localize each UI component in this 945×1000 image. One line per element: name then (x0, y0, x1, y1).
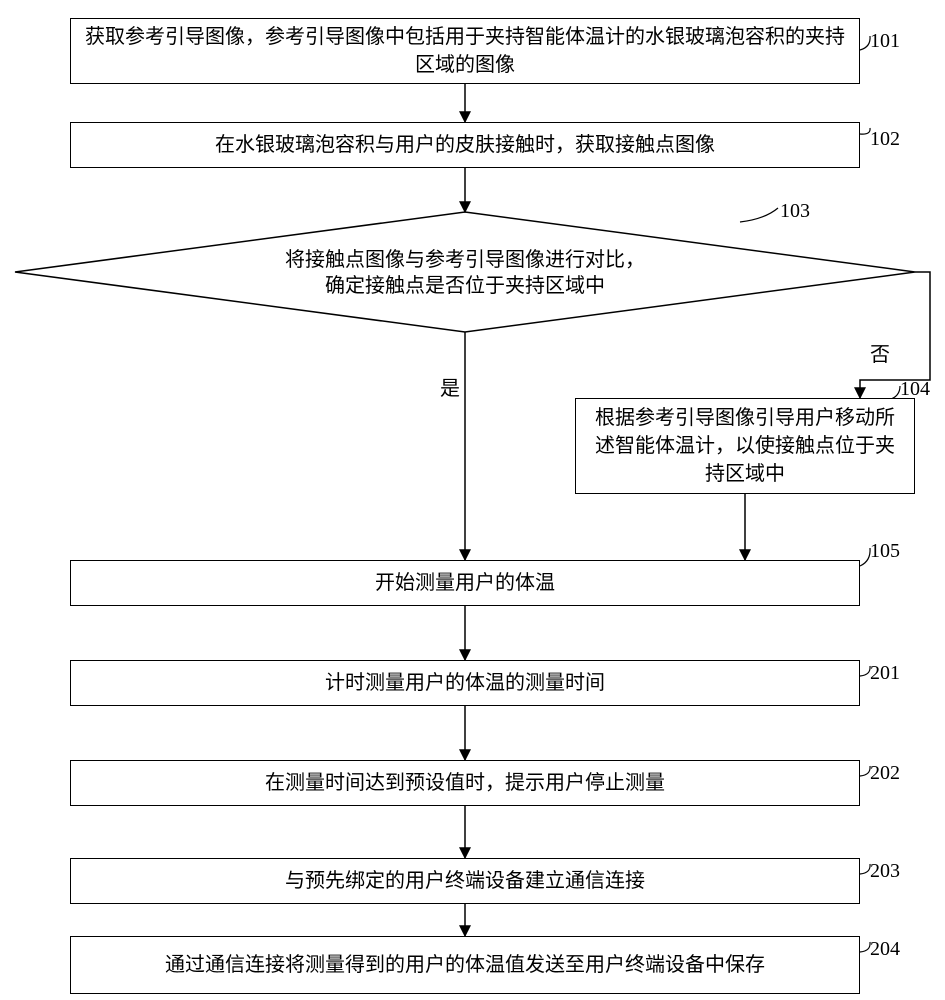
leader-line (860, 666, 870, 676)
flowchart-step-n204: 通过通信连接将测量得到的用户的体温值发送至用户终端设备中保存 (70, 936, 860, 994)
ref-label-203: 203 (870, 860, 900, 883)
flowchart-canvas: 将接触点图像与参考引导图像进行对比， 确定接触点是否位于夹持区域中 获取参考引导图… (0, 0, 945, 1000)
leader-line (860, 766, 870, 776)
flowchart-step-n201: 计时测量用户的体温的测量时间 (70, 660, 860, 706)
leader-line (740, 208, 778, 222)
flowchart-step-n202: 在测量时间达到预设值时，提示用户停止测量 (70, 760, 860, 806)
decision-text-line2: 确定接触点是否位于夹持区域中 (325, 274, 605, 297)
step-text: 通过通信连接将测量得到的用户的体温值发送至用户终端设备中保存 (165, 951, 765, 979)
ref-label-104: 104 (900, 378, 930, 401)
flowchart-step-n203: 与预先绑定的用户终端设备建立通信连接 (70, 858, 860, 904)
ref-label-105: 105 (870, 540, 900, 563)
ref-label-201: 201 (870, 662, 900, 685)
flowchart-decision-n103 (15, 212, 915, 332)
step-text: 获取参考引导图像，参考引导图像中包括用于夹持智能体温计的水银玻璃泡容积的夹持区域… (81, 23, 849, 79)
edge-label: 是 (440, 372, 460, 401)
step-text: 在水银玻璃泡容积与用户的皮肤接触时，获取接触点图像 (215, 131, 715, 159)
ref-label-101: 101 (870, 30, 900, 53)
flowchart-step-n101: 获取参考引导图像，参考引导图像中包括用于夹持智能体温计的水银玻璃泡容积的夹持区域… (70, 18, 860, 84)
leader-line (860, 942, 870, 952)
leader-line (860, 864, 870, 874)
edge-label: 否 (870, 338, 890, 367)
leader-line (860, 36, 870, 50)
leader-line (860, 548, 870, 566)
ref-label-202: 202 (870, 762, 900, 785)
step-text: 与预先绑定的用户终端设备建立通信连接 (285, 867, 645, 895)
flowchart-step-n104: 根据参考引导图像引导用户移动所述智能体温计，以使接触点位于夹持区域中 (575, 398, 915, 494)
ref-label-102: 102 (870, 128, 900, 151)
flowchart-step-n102: 在水银玻璃泡容积与用户的皮肤接触时，获取接触点图像 (70, 122, 860, 168)
step-text: 根据参考引导图像引导用户移动所述智能体温计，以使接触点位于夹持区域中 (586, 404, 904, 488)
flowchart-step-n105: 开始测量用户的体温 (70, 560, 860, 606)
leader-line (860, 128, 870, 134)
step-text: 计时测量用户的体温的测量时间 (325, 669, 605, 697)
decision-text-line1: 将接触点图像与参考引导图像进行对比， (285, 248, 645, 271)
step-text: 开始测量用户的体温 (375, 569, 555, 597)
ref-label-204: 204 (870, 938, 900, 961)
step-text: 在测量时间达到预设值时，提示用户停止测量 (265, 769, 665, 797)
ref-label-103: 103 (780, 200, 810, 223)
